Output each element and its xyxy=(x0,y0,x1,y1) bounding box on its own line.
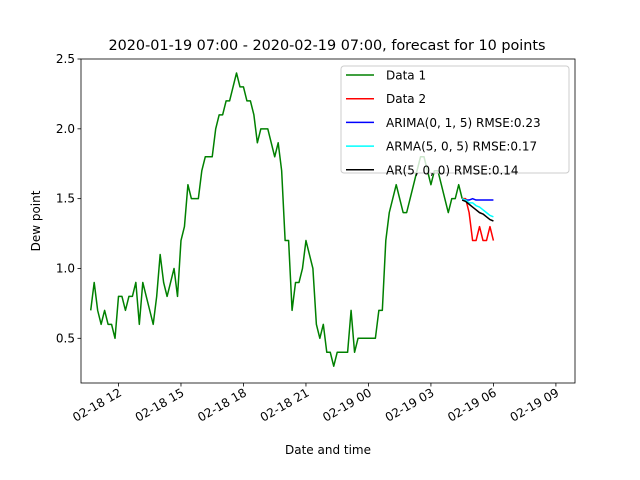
x-tick-label: 02-19 03 xyxy=(383,385,437,424)
axes-frame xyxy=(80,58,576,384)
legend-entry: Data 1 xyxy=(386,69,426,83)
legend-entry: ARMA(5, 0, 5) RMSE:0.17 xyxy=(386,140,537,154)
legend-entry: AR(5, 0, 0) RMSE:0.14 xyxy=(386,163,519,177)
series-line-3 xyxy=(462,197,494,201)
x-tick-label: 02-19 06 xyxy=(445,385,499,424)
legend-entry: ARIMA(0, 1, 5) RMSE:0.23 xyxy=(386,116,541,130)
y-tick-label: 0.5 xyxy=(56,331,75,345)
plot-area xyxy=(89,72,495,367)
x-tick-label: 02-18 21 xyxy=(258,385,312,424)
x-tick-label: 02-18 15 xyxy=(133,385,187,424)
y-axis-label: Dew point xyxy=(29,190,43,251)
series-line-4 xyxy=(461,197,494,218)
y-tick-label: 2.5 xyxy=(56,52,75,66)
series-line-2 xyxy=(462,197,495,242)
legend-box xyxy=(340,65,570,174)
y-tick-label: 1.5 xyxy=(56,192,75,206)
x-axis-label: Date and time xyxy=(285,443,371,457)
legend-entry: Data 2 xyxy=(386,92,426,106)
series-line-5 xyxy=(461,199,494,222)
y-axis-ticks: 0.5 1.0 1.5 2.0 2.5 xyxy=(56,52,81,345)
x-tick-label: 02-19 09 xyxy=(508,385,562,424)
chart-title: 2020-01-19 07:00 - 2020-02-19 07:00, for… xyxy=(108,38,545,54)
y-tick-label: 2.0 xyxy=(56,122,75,136)
x-tick-label: 02-19 00 xyxy=(320,385,374,424)
x-axis-ticks: 02-18 12 02-18 15 02-18 18 02-18 21 02-19 00… xyxy=(70,383,561,425)
x-tick-label: 02-18 18 xyxy=(195,385,249,424)
x-tick-label: 02-18 12 xyxy=(70,385,124,424)
legend: Data 1 Data 2 ARIMA(0, 1, 5) RMSE:0.23 ARMA… xyxy=(340,65,570,177)
series-line-1 xyxy=(89,72,463,367)
y-tick-label: 1.0 xyxy=(56,261,75,275)
